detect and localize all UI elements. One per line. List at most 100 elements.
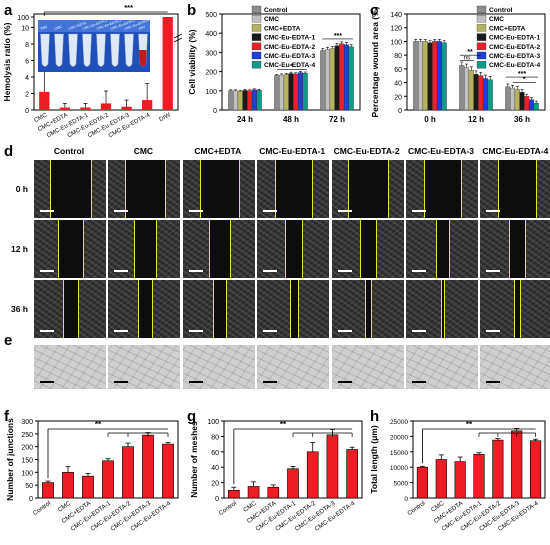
y-tick-label: 400 <box>205 31 217 38</box>
y-tick-label: 120 <box>390 26 402 33</box>
wound-micrograph <box>331 220 404 278</box>
significance-label: ns <box>464 56 470 62</box>
bar <box>237 91 243 111</box>
tube-formation-micrograph <box>34 345 106 389</box>
inset-tube-label: PBS <box>40 25 48 31</box>
legend-label: CMC-Eu-EDTA-2 <box>264 44 315 51</box>
bar <box>505 86 511 111</box>
scale-bar <box>114 381 129 383</box>
bar <box>62 472 74 499</box>
tube-formation-micrograph <box>182 345 255 389</box>
y-axis-label: Percentage wound area (%) <box>370 6 380 117</box>
y-tick-label: 100 <box>205 89 217 96</box>
bar <box>427 42 433 111</box>
wound-gap <box>275 160 314 218</box>
y-tick-label: 10000 <box>390 465 408 472</box>
y-axis-label: Cell viability (%) <box>187 29 197 94</box>
wound-gap <box>497 160 538 218</box>
wound-micrograph <box>108 160 181 218</box>
legend-swatch <box>251 33 262 41</box>
bar <box>302 72 308 111</box>
bar <box>473 74 479 111</box>
wound-gap <box>513 280 522 338</box>
test-tube <box>96 33 106 67</box>
y-tick-label: 0 <box>29 496 33 503</box>
bar <box>478 75 484 111</box>
bar <box>339 43 345 111</box>
scale-bar <box>486 210 501 212</box>
bar <box>464 67 470 111</box>
y-tick-label: 25000 <box>390 419 408 426</box>
x-tick-label: 12 h <box>468 115 484 124</box>
x-tick-label: Control <box>32 500 52 517</box>
bar <box>82 475 94 499</box>
y-tick-label: 50 <box>25 483 33 490</box>
significance-label: *** <box>124 3 133 12</box>
significance-label: ** <box>466 420 473 429</box>
bar <box>432 41 438 111</box>
scale-bar <box>412 330 426 332</box>
bar <box>436 41 442 111</box>
y-axis-label: Total length (μm) <box>369 425 379 493</box>
wound-micrograph <box>182 220 255 278</box>
bar <box>142 100 153 110</box>
scale-bar <box>188 270 203 272</box>
y-tick-label: 6 <box>25 58 29 65</box>
legend-swatch <box>251 15 262 23</box>
wound-row-header: 12 h <box>10 244 28 254</box>
y-tick-label: 20 <box>394 94 402 101</box>
y-axis-label: Number of junctions <box>5 418 15 501</box>
wound-gap <box>200 160 240 218</box>
bar <box>326 434 339 499</box>
scale-bar <box>188 330 203 332</box>
diw-tube-red <box>139 50 147 67</box>
y-tick-label: 200 <box>21 445 33 452</box>
scale-bar <box>337 270 352 272</box>
legend-swatch <box>476 42 487 50</box>
panel-label-b: b <box>187 2 197 19</box>
wound-micrograph <box>406 160 478 218</box>
scale-bar <box>40 381 54 383</box>
y-tick-label: 20 <box>211 481 219 488</box>
wound-gap <box>365 280 372 338</box>
bar <box>510 87 516 111</box>
tube-formation-micrograph <box>108 345 181 389</box>
bar <box>524 96 530 111</box>
bar <box>122 446 134 499</box>
legend-swatch <box>476 24 487 32</box>
legend-label: CMC+EDTA <box>489 25 526 32</box>
bar <box>348 46 354 111</box>
wound-gap <box>124 160 167 218</box>
bar <box>283 74 289 111</box>
panel-label-h: h <box>370 408 380 425</box>
scale-bar <box>412 210 426 212</box>
y-tick-label: 0 <box>25 108 29 115</box>
wound-micrograph <box>34 160 106 218</box>
bar <box>233 90 239 111</box>
y-tick-label: 15000 <box>390 450 408 457</box>
bar <box>42 482 54 499</box>
wound-micrograph <box>331 280 404 338</box>
bar <box>454 461 466 499</box>
bar <box>528 99 534 111</box>
bar <box>320 50 326 111</box>
inset-photo-highlight <box>38 20 150 32</box>
scale-bar <box>337 210 352 212</box>
legend-label: CMC+EDTA <box>264 25 301 32</box>
wound-micrograph <box>182 280 255 338</box>
bar <box>334 45 340 111</box>
scale-bar <box>412 381 426 383</box>
bar <box>473 453 485 499</box>
scale-bar <box>486 270 501 272</box>
bar <box>242 90 248 111</box>
wound-gap <box>509 220 526 278</box>
significance-label: * <box>523 77 526 84</box>
wound-gap <box>213 280 227 338</box>
y-tick-label: 0 <box>404 496 408 503</box>
y-tick-label: 300 <box>21 419 33 426</box>
bar <box>418 41 424 111</box>
scale-bar <box>263 381 278 383</box>
tube-formation-micrograph <box>257 345 330 389</box>
test-tube <box>40 33 50 67</box>
legend-swatch <box>476 61 487 69</box>
